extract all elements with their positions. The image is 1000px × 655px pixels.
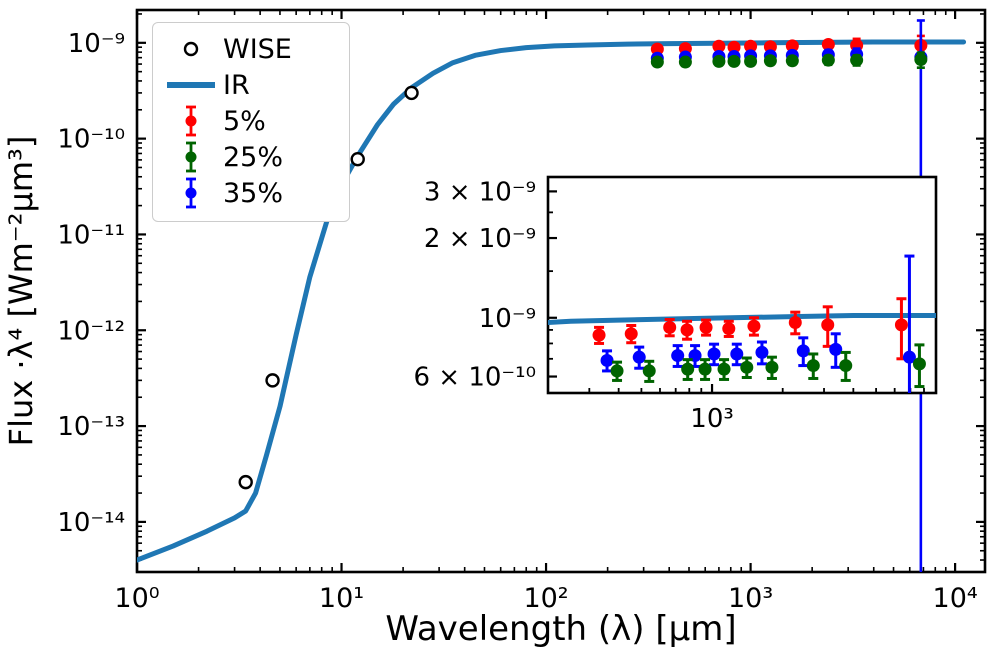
- inset-data-layer: [548, 254, 936, 393]
- datapoint-5pct: [821, 38, 835, 52]
- legend-item-5pct[interactable]: 5%: [159, 103, 339, 139]
- datapoint-25pct: [744, 54, 758, 68]
- inset-datapoint-35pct: [829, 332, 843, 369]
- legend-item-25pct[interactable]: 25%: [159, 139, 339, 175]
- axis-labels: 10⁰ 10¹ 10² 10³ 10⁴ 10⁻⁹ 10⁻¹⁰ 10⁻¹¹ 10⁻¹² 10⁻¹³ 1…: [2, 29, 978, 649]
- datapoint-5pct: [744, 39, 758, 53]
- datapoint-wise: [350, 151, 365, 167]
- inset-datapoint-5pct: [592, 325, 606, 345]
- main-axes: [135, 8, 987, 574]
- legend-item-label: 35%: [223, 177, 284, 209]
- inset-y-tick-label: 2 × 10⁻⁹: [424, 224, 536, 254]
- x-tick-label: 10²: [523, 583, 568, 614]
- x-tick-label: 10⁴: [933, 583, 978, 614]
- legend-marker-line-icon: [159, 68, 223, 102]
- y-tick-label: 10⁻¹¹: [57, 220, 125, 250]
- inset-datapoint-35pct: [600, 349, 614, 373]
- datapoint-wise: [238, 474, 253, 490]
- legend-item-label: IR: [223, 69, 250, 101]
- inset-datapoint-5pct: [788, 310, 802, 336]
- datapoint-5pct: [712, 39, 726, 53]
- inset-datapoint-25pct: [610, 360, 624, 382]
- datapoint-25pct: [785, 54, 799, 68]
- inset-datapoint-5pct: [747, 316, 761, 337]
- x-axis-title: Wavelength (λ) [μm]: [385, 609, 736, 649]
- datapoint-25pct: [821, 53, 835, 67]
- datapoint-25pct: [850, 53, 864, 67]
- legend-marker-errorbar-dot-icon: [159, 140, 223, 174]
- legend-item-35pct[interactable]: 35%: [159, 175, 339, 211]
- x-tick-label: 10¹: [319, 583, 364, 614]
- legend-item-label: 5%: [223, 105, 266, 137]
- inset-datapoint-5pct: [894, 297, 908, 361]
- legend-item-ir[interactable]: IR: [159, 67, 339, 103]
- y-tick-label: 10⁻¹²: [57, 316, 125, 346]
- y-tick-label: 10⁻¹³: [57, 412, 125, 442]
- inset-datapoint-5pct: [680, 319, 694, 341]
- series-line-IR: [548, 313, 936, 325]
- y-tick-label: 10⁻¹⁴: [57, 508, 125, 538]
- y-tick-label: 10⁻¹⁰: [57, 125, 125, 155]
- datapoint-25pct: [914, 51, 928, 69]
- inset-datapoint-25pct: [717, 358, 731, 381]
- y-axis-title: Flux ·λ⁴ [Wm⁻²μm³]: [2, 136, 40, 447]
- legend-marker-open-circle-icon: [159, 32, 223, 66]
- inset-datapoint-5pct: [624, 324, 638, 345]
- inset-datapoint-35pct: [632, 345, 646, 370]
- datapoint-25pct: [650, 55, 664, 69]
- legend-item-label: 25%: [223, 141, 284, 173]
- inset-datapoint-35pct: [671, 344, 685, 368]
- inset-datapoint-25pct: [839, 350, 853, 382]
- inset-axes: 10³ 3 × 10⁻⁹ 2 × 10⁻⁹ 10⁻⁹ 6 × 10⁻¹⁰: [413, 175, 938, 434]
- legend-marker-errorbar-dot-icon: [159, 176, 223, 210]
- datapoint-wise: [404, 85, 419, 101]
- datapoint-25pct: [727, 54, 741, 68]
- inset-datapoint-25pct: [681, 358, 695, 381]
- inset-y-tick-label: 6 × 10⁻¹⁰: [413, 363, 536, 393]
- datapoint-25pct: [678, 55, 692, 69]
- inset-datapoint-5pct: [722, 319, 736, 338]
- datapoint-wise: [265, 373, 280, 388]
- x-tick-label: 10³: [728, 583, 773, 614]
- datapoint-5pct: [763, 40, 777, 54]
- datapoint-25pct: [712, 54, 726, 68]
- legend-marker-errorbar-dot-icon: [159, 104, 223, 138]
- y-tick-label: 10⁻⁹: [68, 29, 125, 59]
- x-tick-label: 10⁰: [114, 583, 159, 614]
- inset-datapoint-25pct: [765, 355, 779, 380]
- legend[interactable]: WISE IR 5% 25% 35%: [152, 22, 350, 222]
- inset-datapoint-25pct: [698, 358, 712, 381]
- inset-y-tick-label: 10⁻⁹: [479, 304, 536, 334]
- inset-datapoint-35pct: [902, 254, 916, 393]
- inset-datapoint-25pct: [642, 359, 656, 383]
- inset-x-tick-label: 10³: [690, 404, 734, 434]
- legend-item-wise[interactable]: WISE: [159, 31, 339, 67]
- inset-datapoint-5pct: [699, 318, 713, 337]
- inset-datapoint-25pct: [740, 356, 754, 380]
- inset-y-tick-label: 3 × 10⁻⁹: [424, 177, 536, 207]
- inset-datapoint-25pct: [806, 352, 820, 380]
- datapoint-25pct: [763, 54, 777, 68]
- inset-datapoint-35pct: [707, 342, 721, 367]
- inset-datapoint-25pct: [912, 343, 926, 389]
- inset-datapoint-35pct: [796, 336, 810, 368]
- inset-datapoint-5pct: [663, 318, 677, 338]
- legend-item-label: WISE: [223, 33, 292, 65]
- inset-datapoint-35pct: [730, 342, 744, 367]
- datapoint-5pct: [650, 42, 664, 56]
- inset-datapoint-35pct: [755, 340, 769, 366]
